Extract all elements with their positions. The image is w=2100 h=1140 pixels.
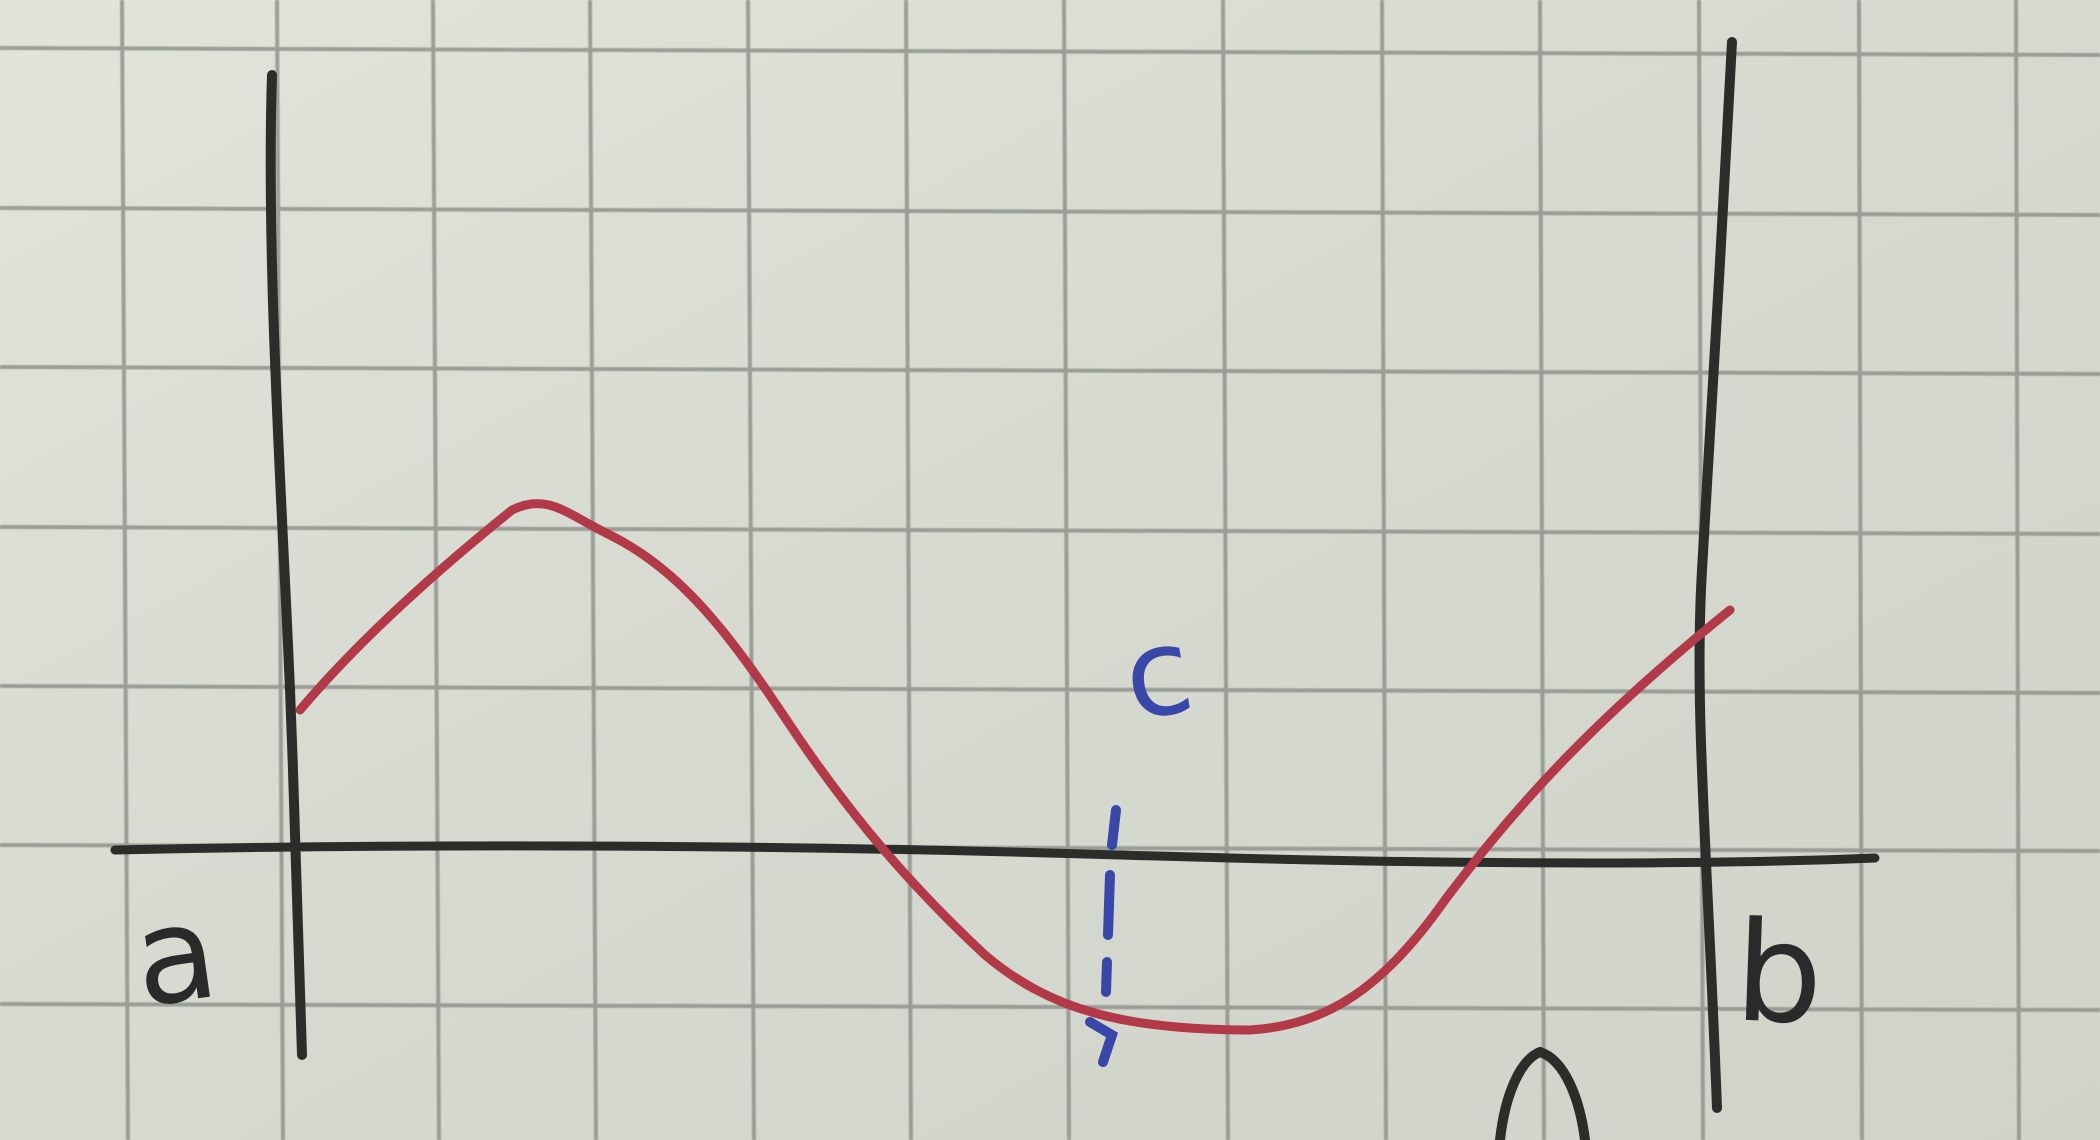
axes: [110, 37, 1880, 1140]
blue-arrow-tip: [1085, 1017, 1119, 1067]
left-bound-line: [265, 70, 307, 1060]
blue-dash: [1101, 957, 1112, 997]
grid-horizontal-line: [0, 1002, 2100, 1012]
partial-zero-mark: [1495, 1046, 1590, 1140]
grid-vertical-line: [1380, 0, 1388, 1140]
blue-dash: [1107, 805, 1121, 850]
grid-horizontal-line: [0, 525, 2100, 536]
grid-horizontal-line: [0, 684, 2100, 695]
right-bound-line: [1694, 37, 1737, 1113]
grid-vertical-line: [1538, 0, 1546, 1140]
grid-vertical-line: [120, 0, 130, 1140]
grid-vertical-line: [588, 0, 598, 1140]
x-axis-line: [110, 841, 1880, 868]
function-curve: [295, 499, 1735, 1035]
grid-vertical-line: [1857, 0, 1864, 1140]
blue-dashed-marker: [1085, 805, 1121, 1067]
grid-horizontal-line: [0, 46, 2100, 57]
grid-horizontal-line: [0, 365, 2100, 376]
grid-horizontal-line: [0, 206, 2100, 217]
grid-vertical-line: [1221, 0, 1230, 1140]
grid-vertical-line: [904, 0, 913, 1140]
grid-vertical-line: [746, 0, 756, 1140]
blue-dash: [1103, 870, 1115, 940]
grid-vertical-line: [1062, 0, 1071, 1140]
grid-vertical-line: [2014, 0, 2021, 1140]
